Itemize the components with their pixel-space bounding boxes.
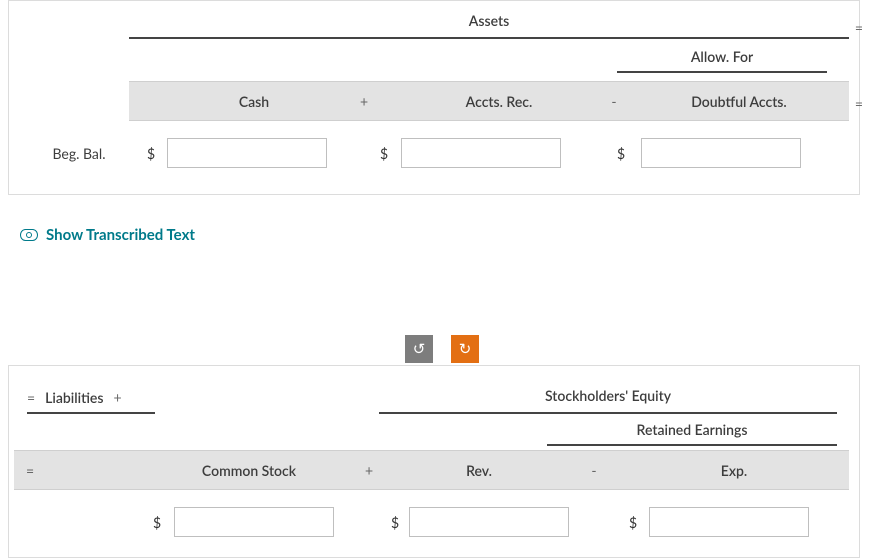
dollar-sign: $ <box>374 131 394 175</box>
eq-sign: = <box>855 19 863 36</box>
common-stock-input[interactable] <box>174 507 334 537</box>
undo-button[interactable]: ↺ <box>405 335 433 363</box>
liab-equity-panel: = Liabilities + Stockholders' Equity Ret… <box>8 365 860 558</box>
liabilities-label: Liabilities <box>45 389 103 406</box>
dollar-sign: $ <box>611 131 631 175</box>
column-headers: Cash + Accts. Rec. - Doubtful Accts. <box>129 81 849 121</box>
plus-op: + <box>354 451 384 489</box>
exp-header: Exp. <box>664 451 804 489</box>
plus-op: + <box>349 82 379 120</box>
minus-op: - <box>599 82 629 120</box>
retained-earnings-header: Retained Earnings <box>547 418 837 446</box>
dollar-sign: $ <box>623 500 643 544</box>
assets-label: Assets <box>129 12 849 29</box>
undo-redo-group: ↺ ↻ <box>405 335 479 363</box>
rev-header: Rev. <box>414 451 544 489</box>
beg-bal-row: Beg. Bal. $ $ $ <box>9 131 849 175</box>
minus-op: - <box>579 451 609 489</box>
eq-sign: = <box>855 95 863 112</box>
liabilities-header: = Liabilities + <box>27 382 155 414</box>
dollar-sign: $ <box>147 500 167 544</box>
beg-bal-label: Beg. Bal. <box>39 131 119 175</box>
show-transcribed-button[interactable]: Show Transcribed Text <box>20 226 195 244</box>
common-stock-header: Common Stock <box>164 451 334 489</box>
redo-button[interactable]: ↻ <box>451 335 479 363</box>
rev-input[interactable] <box>409 507 569 537</box>
doubtful-accts-header: Doubtful Accts. <box>649 82 829 120</box>
dollar-sign: $ <box>385 500 405 544</box>
dollar-sign: $ <box>141 131 161 175</box>
show-transcribed-label: Show Transcribed Text <box>46 226 195 244</box>
eq-sign: = <box>27 389 35 406</box>
accts-rec-input[interactable] <box>401 138 561 168</box>
doubtful-accts-input[interactable] <box>641 138 801 168</box>
input-row: $ $ $ <box>9 500 849 544</box>
assets-panel: = = Assets Allow. For Cash + Accts. Rec.… <box>8 0 860 195</box>
eq-sign: = <box>20 451 40 489</box>
column-headers: = Common Stock + Rev. - Exp. <box>14 450 849 490</box>
redo-icon: ↻ <box>459 340 472 358</box>
assets-header: Assets <box>129 5 849 39</box>
cash-header: Cash <box>179 82 329 120</box>
exp-input[interactable] <box>649 507 809 537</box>
plus-op: + <box>113 389 121 406</box>
cash-input[interactable] <box>167 138 327 168</box>
accts-rec-header: Accts. Rec. <box>409 82 589 120</box>
allow-for-header: Allow. For <box>617 43 827 73</box>
stockholders-equity-header: Stockholders' Equity <box>379 382 837 414</box>
eye-icon <box>20 229 38 241</box>
undo-icon: ↺ <box>413 340 426 358</box>
